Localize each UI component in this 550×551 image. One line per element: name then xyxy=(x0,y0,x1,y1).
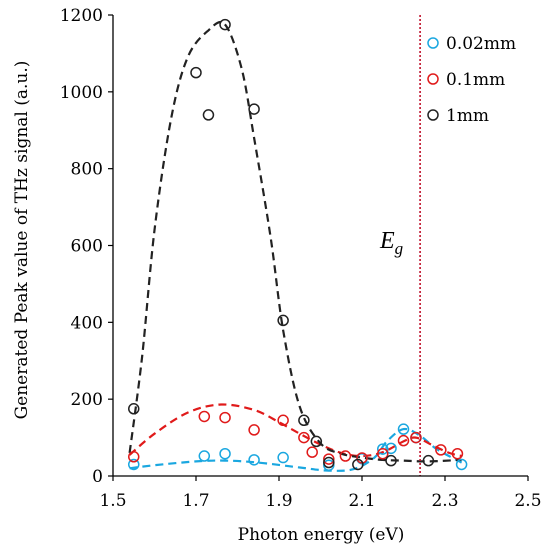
legend-marker-0-02mm xyxy=(427,37,439,49)
data-point-0-1mm xyxy=(323,453,335,465)
data-point-0-1mm xyxy=(410,431,422,444)
data-point-0-1mm xyxy=(377,447,389,460)
data-point-0-1mm xyxy=(128,451,140,463)
data-point-1mm xyxy=(128,403,140,415)
x-tick-label: 2.5 xyxy=(514,491,541,511)
data-point-0-1mm xyxy=(306,446,318,458)
data-point-1mm xyxy=(219,18,231,31)
data-point-0-1mm xyxy=(435,444,447,456)
data-point-0-1mm xyxy=(198,410,211,423)
data-point-0-1mm xyxy=(277,414,289,427)
data-point-1mm xyxy=(202,109,215,121)
legend-label-0-02mm: 0.02mm xyxy=(446,34,516,54)
data-point-0-02mm xyxy=(385,442,397,455)
legend-marker-0-1mm xyxy=(427,73,439,85)
data-point-1mm xyxy=(323,456,335,469)
legend-marker-1mm xyxy=(427,109,439,121)
data-point-1mm xyxy=(422,454,435,467)
data-point-0-02mm xyxy=(219,447,231,460)
x-tick-label: 2.3 xyxy=(431,491,458,511)
legend-label-1mm: 1mm xyxy=(446,106,489,126)
legend-label-0-1mm: 0.1mm xyxy=(446,70,505,90)
fit-curve-1mm xyxy=(128,20,462,463)
data-point-0-02mm xyxy=(128,458,140,471)
data-point-1mm xyxy=(385,454,397,467)
axes: 1.5 1.7 1.9 2.1 2.3 2.5 0 200 400 600 800 1000 1200 xyxy=(60,6,542,511)
data-point-0-02mm xyxy=(397,423,410,435)
y-tick-label: 800 xyxy=(71,160,103,180)
data-point-0-1mm xyxy=(451,447,464,460)
x-tick-label: 1.7 xyxy=(182,491,209,511)
fit-curve-0-1mm xyxy=(128,403,462,458)
data-point-1mm xyxy=(190,66,202,79)
data-point-0-1mm xyxy=(298,431,310,444)
y-tick-label: 1000 xyxy=(60,83,103,103)
y-axis-title: Generated Peak value of THz signal (a.u.… xyxy=(12,61,32,420)
data-point-0-1mm xyxy=(397,434,410,447)
legend: 0.02mm 0.1mm 1mm xyxy=(427,34,516,126)
y-tick-label: 400 xyxy=(71,313,103,333)
data-point-0-02mm xyxy=(455,458,468,471)
y-tick-label: 200 xyxy=(71,390,103,410)
data-point-0-02mm xyxy=(277,451,289,464)
band-gap-label: Eg xyxy=(379,228,403,258)
x-tick-label: 1.5 xyxy=(99,491,126,511)
fit-curve-0-02mm xyxy=(129,427,463,472)
y-tick-label: 600 xyxy=(71,237,103,257)
x-tick-label: 2.1 xyxy=(348,491,375,511)
data-point-1mm xyxy=(248,103,260,115)
data-point-1mm xyxy=(277,314,289,327)
data-point-1mm xyxy=(310,435,323,448)
data-points xyxy=(128,18,468,471)
data-point-0-02mm xyxy=(377,443,389,455)
data-point-0-1mm xyxy=(219,411,231,424)
fit-curves xyxy=(128,20,463,472)
y-tick-label: 1200 xyxy=(60,6,103,26)
data-point-0-02mm xyxy=(248,454,260,466)
x-axis-title: Photon energy (eV) xyxy=(238,525,405,545)
data-point-1mm xyxy=(298,414,310,427)
data-point-0-02mm xyxy=(198,450,211,462)
y-tick-label: 0 xyxy=(92,467,103,487)
data-point-0-1mm xyxy=(339,450,352,462)
x-tick-label: 1.9 xyxy=(265,491,292,511)
data-point-0-1mm xyxy=(248,424,260,436)
data-point-1mm xyxy=(352,458,364,471)
